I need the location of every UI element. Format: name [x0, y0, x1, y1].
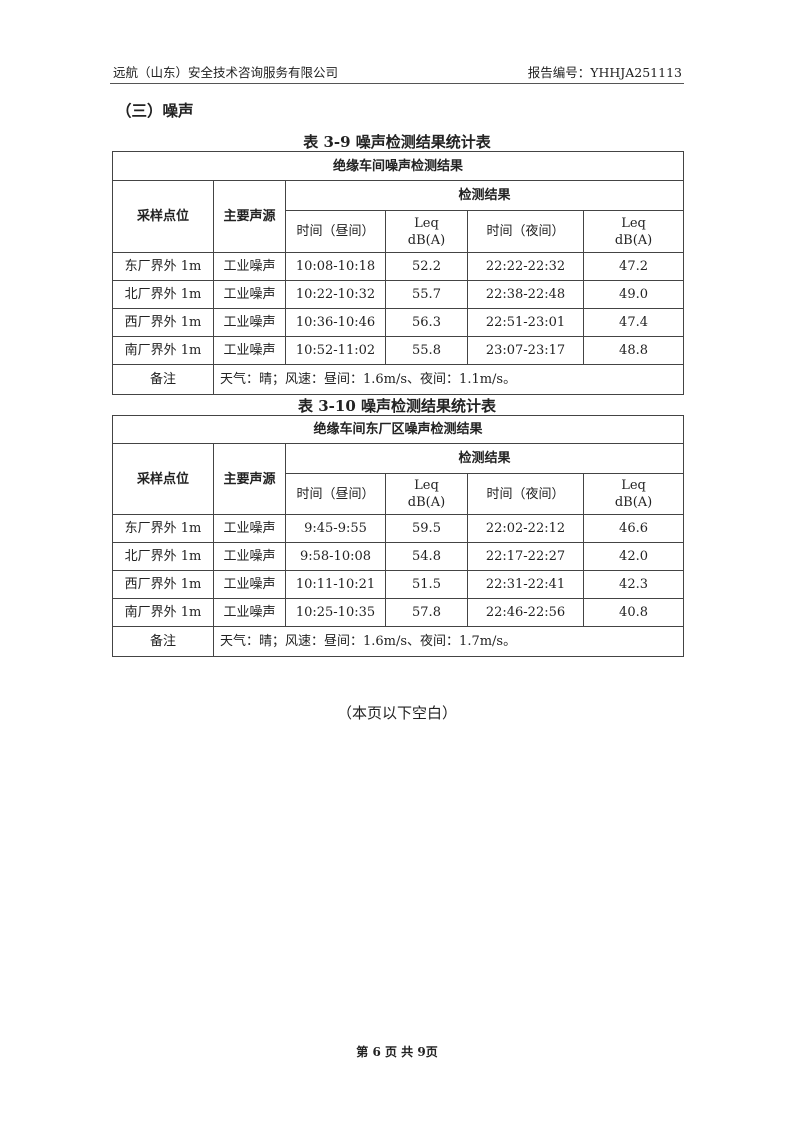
cell-day-leq: 55.8	[385, 336, 468, 365]
cell-source: 工业噪声	[213, 308, 286, 337]
cell-day-leq: 55.7	[385, 280, 468, 309]
cell-source: 工业噪声	[213, 280, 286, 309]
cell-day-time: 9:58-10:08	[285, 542, 386, 571]
noise-table-3-10: 绝缘车间东厂区噪声检测结果 采样点位 主要声源 检测结果 时间（昼间） Leq dB(A)…	[111, 415, 685, 657]
table-row: 西厂界外 1m 工业噪声 10:36-10:46 56.3 22:51-23:01 47.…	[112, 308, 685, 337]
cell-night-time: 22:02-22:12	[467, 514, 584, 543]
table-row: 南厂界外 1m 工业噪声 10:25-10:35 57.8 22:46-22:56 40.…	[112, 598, 685, 627]
company-name: 远航（山东）安全技术咨询服务有限公司	[113, 65, 339, 80]
cell-day-leq: 57.8	[385, 598, 468, 627]
note-label: 备注	[112, 626, 214, 657]
cell-day-time: 10:52-11:02	[285, 336, 386, 365]
cell-day-time: 9:45-9:55	[285, 514, 386, 543]
cell-point: 南厂界外 1m	[112, 598, 214, 627]
cell-night-leq: 42.3	[582, 570, 685, 599]
header-row: 采样点位 主要声源 检测结果	[112, 443, 685, 515]
cell-night-time: 22:38-22:48	[467, 280, 584, 309]
table-title-row: 绝缘车间噪声检测结果	[111, 151, 685, 181]
cell-source: 工业噪声	[213, 252, 286, 281]
col-header-result: 检测结果	[284, 443, 685, 474]
header-divider	[110, 83, 684, 84]
cell-night-time: 22:17-22:27	[467, 542, 584, 571]
col-header-point: 采样点位	[112, 180, 214, 253]
table-row: 北厂界外 1m 工业噪声 10:22-10:32 55.7 22:38-22:48 49.…	[112, 280, 685, 309]
cell-source: 工业噪声	[213, 598, 286, 627]
cell-night-leq: 49.0	[582, 280, 685, 309]
col-header-leq-night: Leq dB(A)	[582, 473, 685, 515]
cell-night-time: 22:46-22:56	[467, 598, 584, 627]
note-row: 备注 天气：晴；风速：昼间：1.6m/s、夜间：1.1m/s。	[112, 364, 685, 395]
table-row: 南厂界外 1m 工业噪声 10:52-11:02 55.8 23:07-23:17 48.…	[112, 336, 685, 365]
cell-day-time: 10:11-10:21	[285, 570, 386, 599]
cell-source: 工业噪声	[213, 336, 286, 365]
section-title: （三）噪声	[116, 101, 194, 120]
cell-night-leq: 48.8	[582, 336, 685, 365]
cell-source: 工业噪声	[213, 514, 286, 543]
cell-point: 东厂界外 1m	[112, 252, 214, 281]
cell-day-leq: 51.5	[385, 570, 468, 599]
page-number: 第 6 页 共 9页	[356, 1045, 438, 1059]
cell-night-time: 22:22-22:32	[467, 252, 584, 281]
cell-point: 东厂界外 1m	[112, 514, 214, 543]
note-row: 备注 天气：晴；风速：昼间：1.6m/s、夜间：1.7m/s。	[112, 626, 685, 657]
col-header-result: 检测结果	[284, 180, 685, 211]
blank-below-note: （本页以下空白）	[336, 704, 457, 722]
table-row: 西厂界外 1m 工业噪声 10:11-10:21 51.5 22:31-22:41 42.…	[112, 570, 685, 599]
cell-day-time: 10:22-10:32	[285, 280, 386, 309]
table-row: 北厂界外 1m 工业噪声 9:58-10:08 54.8 22:17-22:27 42.0	[112, 542, 685, 571]
subheader-row: 时间（昼间） Leq dB(A) 时间（夜间） Leq dB(A)	[113, 473, 685, 515]
cell-source: 工业噪声	[213, 570, 286, 599]
col-header-leq-night: Leq dB(A)	[582, 210, 685, 253]
cell-day-leq: 59.5	[385, 514, 468, 543]
col-header-source: 主要声源	[213, 180, 286, 253]
cell-point: 西厂界外 1m	[112, 570, 214, 599]
table-title: 绝缘车间东厂区噪声检测结果	[111, 415, 685, 444]
col-header-night-time: 时间（夜间）	[467, 210, 584, 253]
table-title-row: 绝缘车间东厂区噪声检测结果	[111, 415, 685, 444]
noise-table-3-9: 绝缘车间噪声检测结果 采样点位 主要声源 检测结果 时间（昼间） Leq dB(A) 时间（…	[111, 151, 685, 395]
cell-point: 北厂界外 1m	[112, 542, 214, 571]
col-header-leq-day: Leq dB(A)	[385, 473, 468, 515]
cell-day-time: 10:25-10:35	[285, 598, 386, 627]
cell-night-leq: 46.6	[582, 514, 685, 543]
table-caption-3-9: 表 3-9 噪声检测结果统计表	[303, 133, 491, 151]
cell-day-time: 10:08-10:18	[285, 252, 386, 281]
cell-point: 西厂界外 1m	[112, 308, 214, 337]
col-header-source: 主要声源	[213, 443, 286, 515]
col-header-night-time: 时间（夜间）	[467, 473, 584, 515]
header-row: 采样点位 主要声源 检测结果	[112, 180, 685, 253]
cell-day-time: 10:36-10:46	[285, 308, 386, 337]
cell-night-time: 22:51-23:01	[467, 308, 584, 337]
cell-night-time: 22:31-22:41	[467, 570, 584, 599]
cell-day-leq: 56.3	[385, 308, 468, 337]
table-caption-3-10: 表 3-10 噪声检测结果统计表	[298, 397, 496, 415]
cell-night-time: 23:07-23:17	[467, 336, 584, 365]
table-row: 东厂界外 1m 工业噪声 9:45-9:55 59.5 22:02-22:12 46.6	[112, 514, 685, 543]
table-row: 东厂界外 1m 工业噪声 10:08-10:18 52.2 22:22-22:32 47.…	[112, 252, 685, 281]
report-number: 报告编号：YHHJA251113	[527, 65, 682, 80]
cell-source: 工业噪声	[213, 542, 286, 571]
col-header-point: 采样点位	[112, 443, 214, 515]
cell-night-leq: 47.4	[582, 308, 685, 337]
note-text: 天气：晴；风速：昼间：1.6m/s、夜间：1.7m/s。	[212, 626, 685, 657]
cell-day-leq: 54.8	[385, 542, 468, 571]
cell-point: 北厂界外 1m	[112, 280, 214, 309]
cell-night-leq: 40.8	[582, 598, 685, 627]
cell-day-leq: 52.2	[385, 252, 468, 281]
col-header-day-time: 时间（昼间）	[285, 473, 386, 515]
col-header-leq-day: Leq dB(A)	[385, 210, 468, 253]
cell-night-leq: 42.0	[582, 542, 685, 571]
table-title: 绝缘车间噪声检测结果	[111, 151, 685, 181]
cell-point: 南厂界外 1m	[112, 336, 214, 365]
note-text: 天气：晴；风速：昼间：1.6m/s、夜间：1.1m/s。	[212, 364, 685, 395]
col-header-day-time: 时间（昼间）	[285, 210, 386, 253]
cell-night-leq: 47.2	[582, 252, 685, 281]
subheader-row: 时间（昼间） Leq dB(A) 时间（夜间） Leq dB(A)	[113, 210, 685, 253]
note-label: 备注	[112, 364, 214, 395]
